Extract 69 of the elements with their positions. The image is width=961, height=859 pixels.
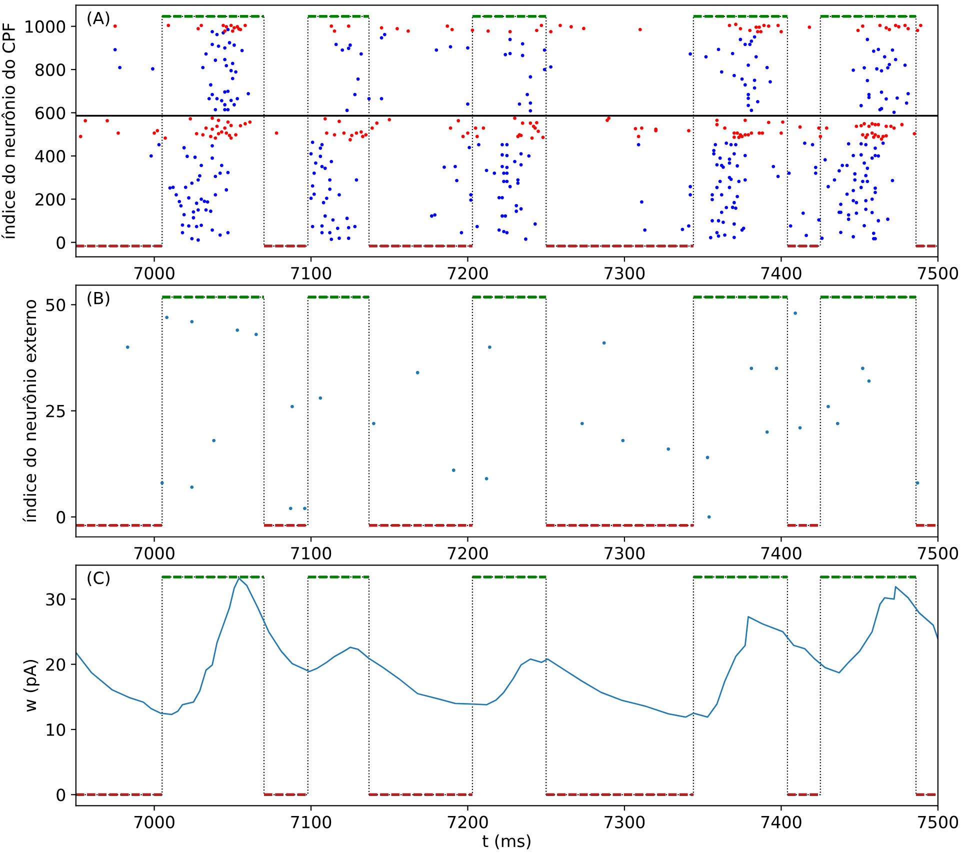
point — [318, 396, 322, 400]
point — [190, 320, 194, 324]
x-tick-label: 7500 — [918, 816, 958, 828]
y-tick-label: 0 — [56, 510, 66, 524]
point — [254, 332, 258, 336]
annotation: (C) — [88, 571, 110, 586]
point — [488, 345, 492, 349]
point — [826, 404, 830, 408]
x-tick-label: 7100 — [291, 816, 332, 828]
point — [750, 366, 754, 370]
point — [707, 515, 711, 519]
x-tick-label: 7300 — [604, 546, 645, 560]
y-tick-label: 400 — [35, 150, 66, 163]
x-tick-label: 7300 — [604, 816, 645, 828]
point — [836, 422, 840, 426]
x-tick-label: 7000 — [134, 546, 174, 560]
x-tick-label: 7400 — [761, 816, 802, 828]
x-tick-label: 7000 — [134, 266, 174, 280]
point — [580, 422, 584, 426]
y-axis-title: w (pA) — [23, 660, 40, 712]
point — [416, 370, 420, 374]
x-tick-label: 7300 — [604, 266, 645, 280]
point — [621, 438, 625, 442]
point — [774, 366, 778, 370]
y-tick-label: 30 — [46, 593, 66, 606]
point — [160, 481, 164, 485]
point — [452, 468, 456, 472]
x-tick-label: 7200 — [448, 266, 488, 280]
x-tick-label: 7400 — [761, 266, 802, 280]
point — [765, 430, 769, 434]
point — [666, 447, 670, 451]
y-tick-label: 50 — [46, 298, 66, 312]
point — [165, 316, 169, 320]
point — [372, 422, 376, 426]
x-tick-label: 7100 — [291, 546, 332, 560]
y-axis-title: índice do neurônio externo — [22, 300, 36, 522]
x-tick-label: 7200 — [448, 546, 488, 560]
y-tick-label: 0 — [56, 788, 66, 802]
x-tick-label: 7400 — [761, 546, 802, 560]
point — [867, 379, 871, 383]
point — [236, 328, 240, 332]
point — [484, 477, 488, 480]
point — [190, 486, 194, 489]
point — [212, 438, 216, 442]
point — [288, 506, 292, 510]
point — [126, 345, 130, 349]
point — [602, 341, 606, 345]
y-tick-label: 10 — [46, 723, 66, 736]
y-tick-label: 0 — [56, 236, 66, 249]
y-axis-title: índice do neurônio do CPF — [1, 23, 15, 238]
annotation: (A) — [88, 11, 110, 26]
x-axis-title: t (ms) — [482, 834, 530, 850]
annotation: (B) — [88, 292, 110, 306]
y-tick-label: 25 — [46, 404, 65, 418]
y-tick-label: 800 — [36, 63, 66, 76]
x-tick-label: 7000 — [134, 816, 174, 828]
point — [303, 506, 306, 510]
x-tick-label: 7200 — [448, 816, 488, 828]
y-tick-label: 1000 — [26, 20, 66, 33]
y-tick-label: 600 — [36, 106, 66, 120]
point — [794, 312, 798, 315]
point — [861, 366, 864, 370]
y-tick-label: 200 — [36, 193, 66, 206]
x-tick-label: 7500 — [918, 546, 958, 560]
point — [798, 426, 802, 430]
x-tick-label: 7100 — [291, 266, 332, 280]
y-tick-label: 20 — [46, 658, 66, 671]
point — [290, 404, 294, 408]
x-tick-label: 7500 — [918, 266, 958, 280]
